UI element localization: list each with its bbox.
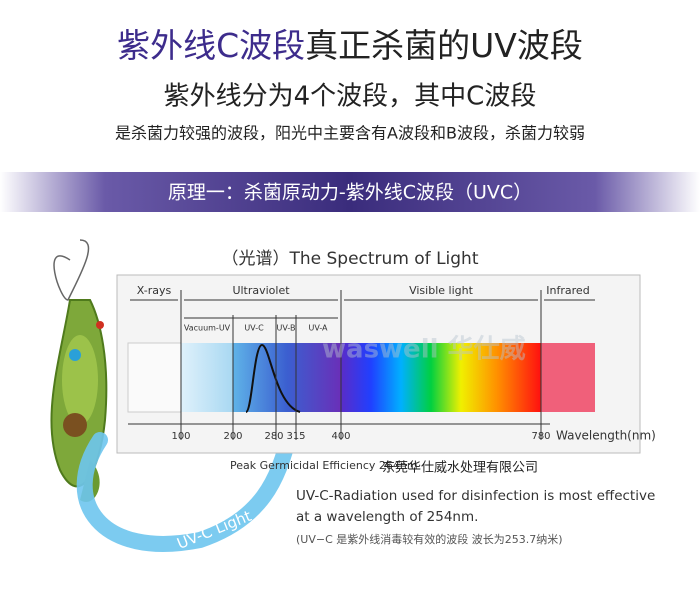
banner-bg bbox=[0, 172, 700, 212]
sub-band-label: UV-C bbox=[244, 324, 264, 333]
xray-band bbox=[127, 342, 182, 413]
band-label: Visible light bbox=[409, 284, 473, 297]
tick-label: 100 bbox=[171, 431, 190, 442]
vacuum-band bbox=[181, 343, 233, 412]
peak-label: Peak Germicidal Efficiency 264nm bbox=[230, 459, 418, 472]
english-note: UV-C-Radiation used for disinfection is … bbox=[296, 488, 656, 525]
visible-band bbox=[341, 343, 541, 412]
infrared-band bbox=[541, 343, 595, 412]
sub-band-label: Vacuum-UV bbox=[184, 324, 231, 333]
subtitle: 紫外线分为4个波段，其中C波段 bbox=[164, 82, 537, 112]
company: 东莞华仕威水处理有限公司 bbox=[382, 461, 538, 476]
tick-label: 315 bbox=[286, 431, 305, 442]
tick-label: 400 bbox=[331, 431, 350, 442]
band-label: X-rays bbox=[137, 284, 172, 297]
description: 是杀菌力较强的波段，阳光中主要含有A波段和B波段，杀菌力较弱 bbox=[115, 124, 585, 143]
banner: 原理一：杀菌原动力-紫外线C波段（UVC） bbox=[168, 182, 532, 204]
english-note-box: UV-C-Radiation used for disinfection is … bbox=[296, 488, 656, 525]
spectrum-title: （光谱）The Spectrum of Light bbox=[221, 249, 478, 269]
uvc-light-label: UV-C Light bbox=[174, 507, 254, 553]
germicidal-curve bbox=[245, 343, 301, 413]
band-label: Infrared bbox=[546, 284, 589, 297]
tick-label: 200 bbox=[223, 431, 242, 442]
chinese-note: (UV−C 是紫外线消毒较有效的波段 波长为253.7纳米) bbox=[296, 532, 563, 546]
dividers bbox=[128, 290, 595, 440]
sub-band-label: UV-B bbox=[277, 324, 296, 333]
uvc-light-beam bbox=[76, 422, 298, 552]
title: 紫外线C波段真正杀菌的UV波段 bbox=[117, 26, 583, 65]
organism bbox=[50, 239, 108, 502]
watermark: waswell 华仕威 bbox=[322, 334, 526, 365]
axis-label: Wavelength(nm) bbox=[556, 429, 656, 443]
tick-label: 280 bbox=[264, 431, 283, 442]
tick-label: 780 bbox=[531, 431, 550, 442]
sub-band-label: UV-A bbox=[308, 324, 328, 333]
title-highlight: 紫外线C波段 bbox=[117, 26, 305, 65]
band-label: Ultraviolet bbox=[232, 284, 290, 297]
title-rest: 真正杀菌的UV波段 bbox=[305, 26, 583, 65]
